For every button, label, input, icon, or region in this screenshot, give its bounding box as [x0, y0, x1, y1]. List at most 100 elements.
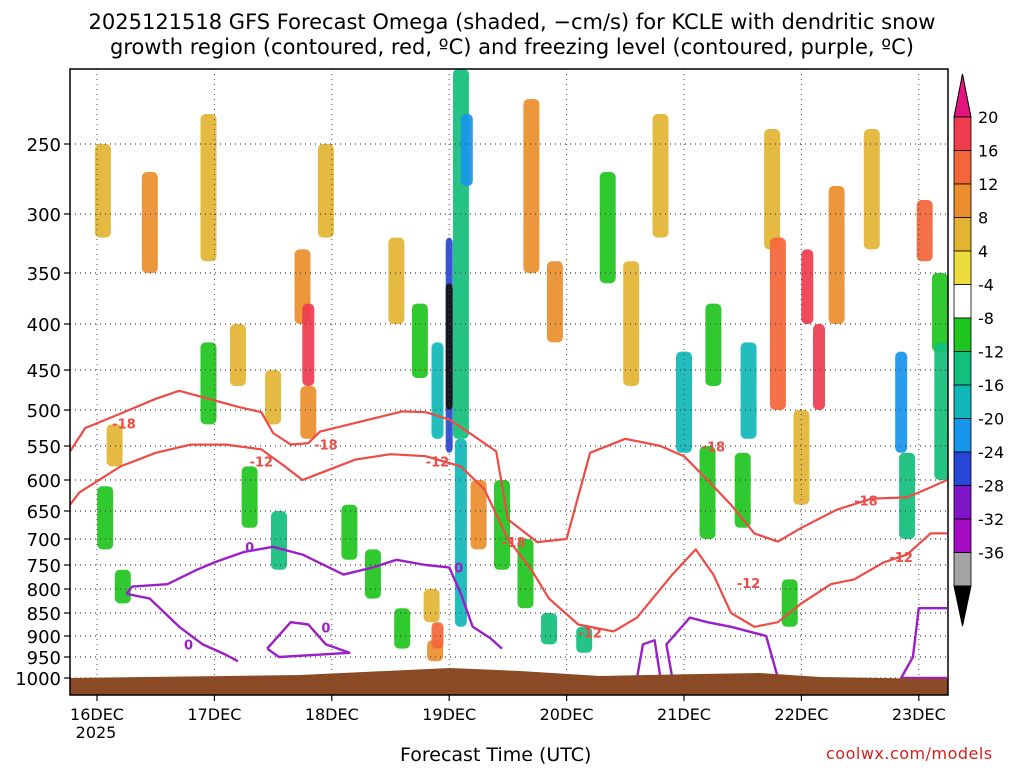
y-tick-label: 300	[27, 205, 61, 226]
omega-cell	[200, 342, 217, 425]
colorbar: 20 16 12 8 4 -4 -8 -12 -16 -20 -24 -28 -32 -36	[953, 73, 1004, 627]
colorbar-label: -24	[978, 443, 1004, 462]
y-tick-label: 600	[27, 471, 61, 492]
omega-cell	[200, 114, 217, 262]
omega-cell	[895, 351, 908, 453]
omega-cell	[676, 351, 692, 453]
omega-cell	[388, 237, 405, 324]
y-tick-label: 400	[27, 315, 61, 336]
freezing-contour-label: 0	[454, 561, 463, 576]
y-tick-label: 950	[27, 648, 61, 669]
freezing-contour-label: 0	[184, 638, 193, 653]
colorbar-label: 12	[978, 175, 998, 194]
x-tick-label: 20DEC	[540, 705, 594, 724]
y-tick-label: 700	[27, 530, 61, 551]
freezing-level-contour-line	[900, 607, 947, 680]
x-tick-label: 19DEC	[422, 705, 476, 724]
freezing-level-contour-line	[635, 639, 662, 679]
omega-cell	[241, 466, 258, 528]
x-tick-label: 18DEC	[305, 705, 359, 724]
dgz-contour-label: -18	[502, 536, 526, 551]
omega-cell	[769, 237, 786, 410]
colorbar-label: -32	[978, 510, 1004, 529]
colorbar-label: -8	[978, 309, 994, 328]
omega-cell	[341, 504, 358, 560]
x-tick-label: 22DEC	[774, 705, 828, 724]
colorbar-swatch	[953, 317, 972, 352]
omega-cell	[94, 144, 111, 238]
y-tick-label: 550	[27, 437, 61, 458]
y-tick-label: 800	[27, 580, 61, 601]
colorbar-label: -16	[978, 376, 1004, 395]
site-credit[interactable]: coolwx.com/models	[826, 744, 993, 763]
colorbar-label: -20	[978, 410, 1004, 429]
omega-cell	[705, 303, 722, 386]
ground-layer	[70, 668, 948, 695]
colorbar-swatch	[953, 518, 972, 553]
omega-cell	[97, 486, 114, 550]
colorbar-label: -4	[978, 276, 994, 295]
omega-cell	[652, 114, 669, 238]
freezing-level-contour-line	[266, 621, 351, 659]
omega-cell	[781, 579, 798, 627]
omega-cell	[271, 511, 287, 570]
omega-cell	[764, 129, 781, 250]
omega-cell	[863, 129, 880, 250]
colorbar-label: 4	[978, 242, 988, 261]
colorbar-swatch	[953, 485, 972, 520]
colorbar-swatch	[953, 418, 972, 453]
y-tick-label: 350	[27, 264, 61, 285]
omega-cell	[302, 303, 315, 386]
x-tick-year-label: 2025	[76, 723, 117, 742]
omega-cell	[454, 438, 467, 627]
colorbar-swatch	[953, 351, 972, 386]
x-tick-label: 23DEC	[892, 705, 946, 724]
omega-cell	[106, 424, 123, 467]
x-axis-label: Forecast Time (UTC)	[400, 744, 592, 766]
omega-cell	[541, 613, 557, 645]
ground-terrain	[70, 668, 948, 695]
omega-cell	[523, 99, 540, 273]
colorbar-bottom-arrow	[953, 585, 972, 627]
chart-title-line-2: growth region (contoured, red, ºC) and f…	[110, 35, 914, 59]
omega-cell	[394, 608, 411, 649]
freezing-level-contour-line	[126, 592, 239, 663]
dgz-contour-label: -18	[314, 439, 338, 454]
y-tick-label: 450	[27, 361, 61, 382]
dgz-contour-label: -18	[854, 494, 878, 509]
omega-cell	[801, 249, 814, 324]
freezing-contour-label: 0	[245, 541, 254, 556]
x-tick-label: 21DEC	[657, 705, 711, 724]
omega-shading-layer	[94, 69, 948, 662]
colorbar-label: -28	[978, 477, 1004, 496]
dgz-contour-line	[70, 389, 948, 544]
omega-cell	[431, 342, 444, 439]
colorbar-top-arrow	[953, 73, 972, 118]
colorbar-swatch	[953, 150, 972, 185]
contour-layer	[70, 389, 948, 680]
dgz-contour-label: -12	[250, 456, 274, 471]
colorbar-label: -36	[978, 544, 1004, 563]
omega-cell	[740, 342, 757, 439]
colorbar-label: 20	[978, 108, 998, 127]
y-tick-label: 500	[27, 401, 61, 422]
omega-cell	[931, 273, 948, 352]
colorbar-swatch	[953, 451, 972, 486]
colorbar-label: 8	[978, 209, 988, 228]
colorbar-label: 16	[978, 142, 998, 161]
y-axis: 2503003504004505005506006507007508008509…	[15, 135, 70, 690]
omega-cell	[899, 452, 916, 539]
omega-cell	[141, 172, 158, 273]
omega-cell	[317, 144, 334, 238]
omega-cell	[431, 622, 444, 649]
omega-cell	[423, 589, 440, 623]
dgz-contour-line	[70, 443, 947, 633]
omega-cell	[460, 114, 473, 186]
colorbar-swatch	[953, 384, 972, 419]
dgz-contour-label: -18	[702, 441, 726, 456]
colorbar-swatch	[953, 552, 972, 587]
omega-cell	[576, 626, 593, 653]
omega-cell	[599, 172, 616, 284]
colorbar-swatch	[953, 183, 972, 218]
